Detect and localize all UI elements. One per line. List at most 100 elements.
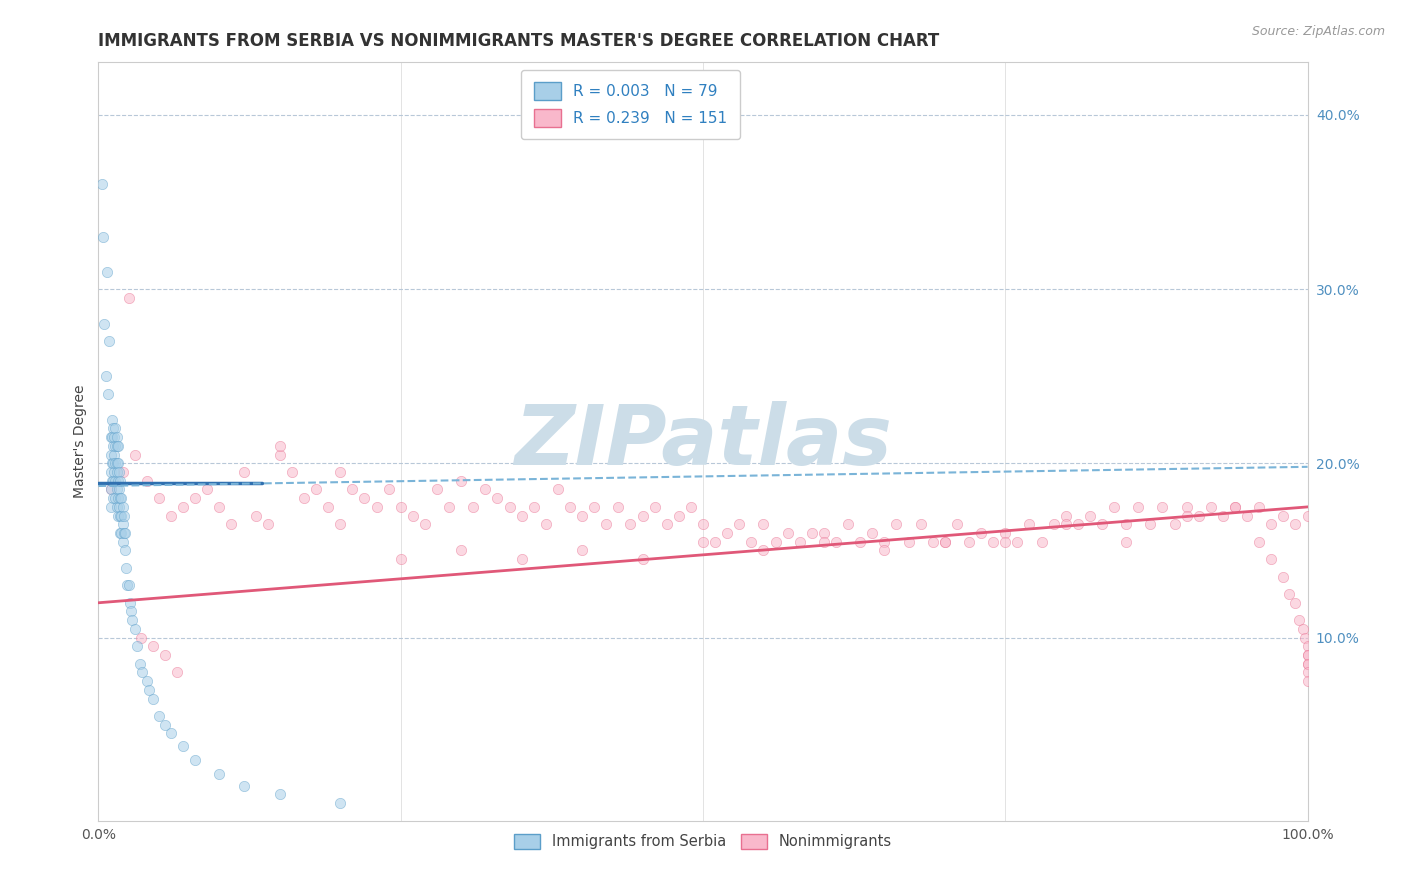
- Point: [692, 534, 714, 549]
- Point: [118, 578, 141, 592]
- Point: [644, 500, 666, 514]
- Point: [1296, 640, 1319, 654]
- Point: [107, 508, 129, 523]
- Point: [232, 779, 254, 793]
- Point: [426, 483, 449, 497]
- Point: [245, 508, 267, 523]
- Point: [111, 465, 134, 479]
- Point: [1296, 674, 1319, 689]
- Point: [111, 500, 134, 514]
- Point: [558, 500, 581, 514]
- Point: [104, 421, 127, 435]
- Point: [104, 474, 127, 488]
- Point: [97, 386, 120, 401]
- Point: [100, 430, 122, 444]
- Point: [1249, 500, 1271, 514]
- Point: [1139, 517, 1161, 532]
- Point: [704, 534, 727, 549]
- Point: [91, 229, 114, 244]
- Point: [172, 739, 194, 753]
- Point: [269, 439, 291, 453]
- Point: [534, 517, 557, 532]
- Point: [1223, 500, 1246, 514]
- Point: [1212, 508, 1234, 523]
- Point: [91, 178, 114, 192]
- Point: [631, 508, 654, 523]
- Point: [94, 369, 117, 384]
- Point: [981, 534, 1004, 549]
- Point: [353, 491, 375, 506]
- Point: [752, 517, 775, 532]
- Point: [1296, 648, 1319, 662]
- Point: [389, 500, 412, 514]
- Point: [208, 766, 231, 780]
- Point: [101, 491, 124, 506]
- Point: [153, 648, 176, 662]
- Point: [221, 517, 243, 532]
- Point: [316, 500, 339, 514]
- Point: [1236, 508, 1258, 523]
- Point: [1031, 534, 1053, 549]
- Point: [1091, 517, 1114, 532]
- Point: [184, 753, 207, 767]
- Point: [153, 718, 176, 732]
- Point: [112, 508, 135, 523]
- Point: [101, 421, 124, 435]
- Point: [107, 491, 129, 506]
- Point: [450, 474, 472, 488]
- Point: [1249, 534, 1271, 549]
- Point: [934, 534, 956, 549]
- Point: [1018, 517, 1040, 532]
- Point: [172, 500, 194, 514]
- Point: [107, 456, 129, 470]
- Point: [1296, 657, 1319, 671]
- Point: [752, 543, 775, 558]
- Point: [1199, 500, 1222, 514]
- Point: [108, 491, 131, 506]
- Point: [1223, 500, 1246, 514]
- Point: [607, 500, 630, 514]
- Point: [668, 508, 690, 523]
- Point: [329, 465, 352, 479]
- Point: [1284, 596, 1306, 610]
- Point: [1288, 613, 1310, 627]
- Point: [510, 508, 533, 523]
- Point: [101, 474, 124, 488]
- Point: [148, 491, 170, 506]
- Point: [269, 448, 291, 462]
- Point: [402, 508, 425, 523]
- Point: [1102, 500, 1125, 514]
- Point: [148, 709, 170, 723]
- Point: [463, 500, 485, 514]
- Point: [837, 517, 859, 532]
- Point: [571, 543, 593, 558]
- Point: [112, 526, 135, 541]
- Point: [716, 526, 738, 541]
- Point: [547, 483, 569, 497]
- Point: [135, 474, 157, 488]
- Point: [103, 430, 125, 444]
- Point: [110, 526, 132, 541]
- Point: [256, 517, 278, 532]
- Point: [269, 788, 291, 802]
- Point: [108, 483, 131, 497]
- Point: [655, 517, 678, 532]
- Point: [510, 552, 533, 566]
- Point: [776, 526, 799, 541]
- Point: [101, 456, 124, 470]
- Point: [486, 491, 509, 506]
- Point: [108, 474, 131, 488]
- Point: [342, 483, 364, 497]
- Point: [131, 665, 153, 680]
- Legend: Immigrants from Serbia, Nonimmigrants: Immigrants from Serbia, Nonimmigrants: [509, 828, 897, 855]
- Point: [98, 334, 121, 349]
- Point: [105, 465, 128, 479]
- Point: [679, 500, 702, 514]
- Point: [138, 682, 160, 697]
- Point: [1175, 500, 1198, 514]
- Point: [860, 526, 883, 541]
- Point: [103, 448, 125, 462]
- Point: [100, 413, 122, 427]
- Point: [93, 317, 115, 331]
- Point: [100, 430, 122, 444]
